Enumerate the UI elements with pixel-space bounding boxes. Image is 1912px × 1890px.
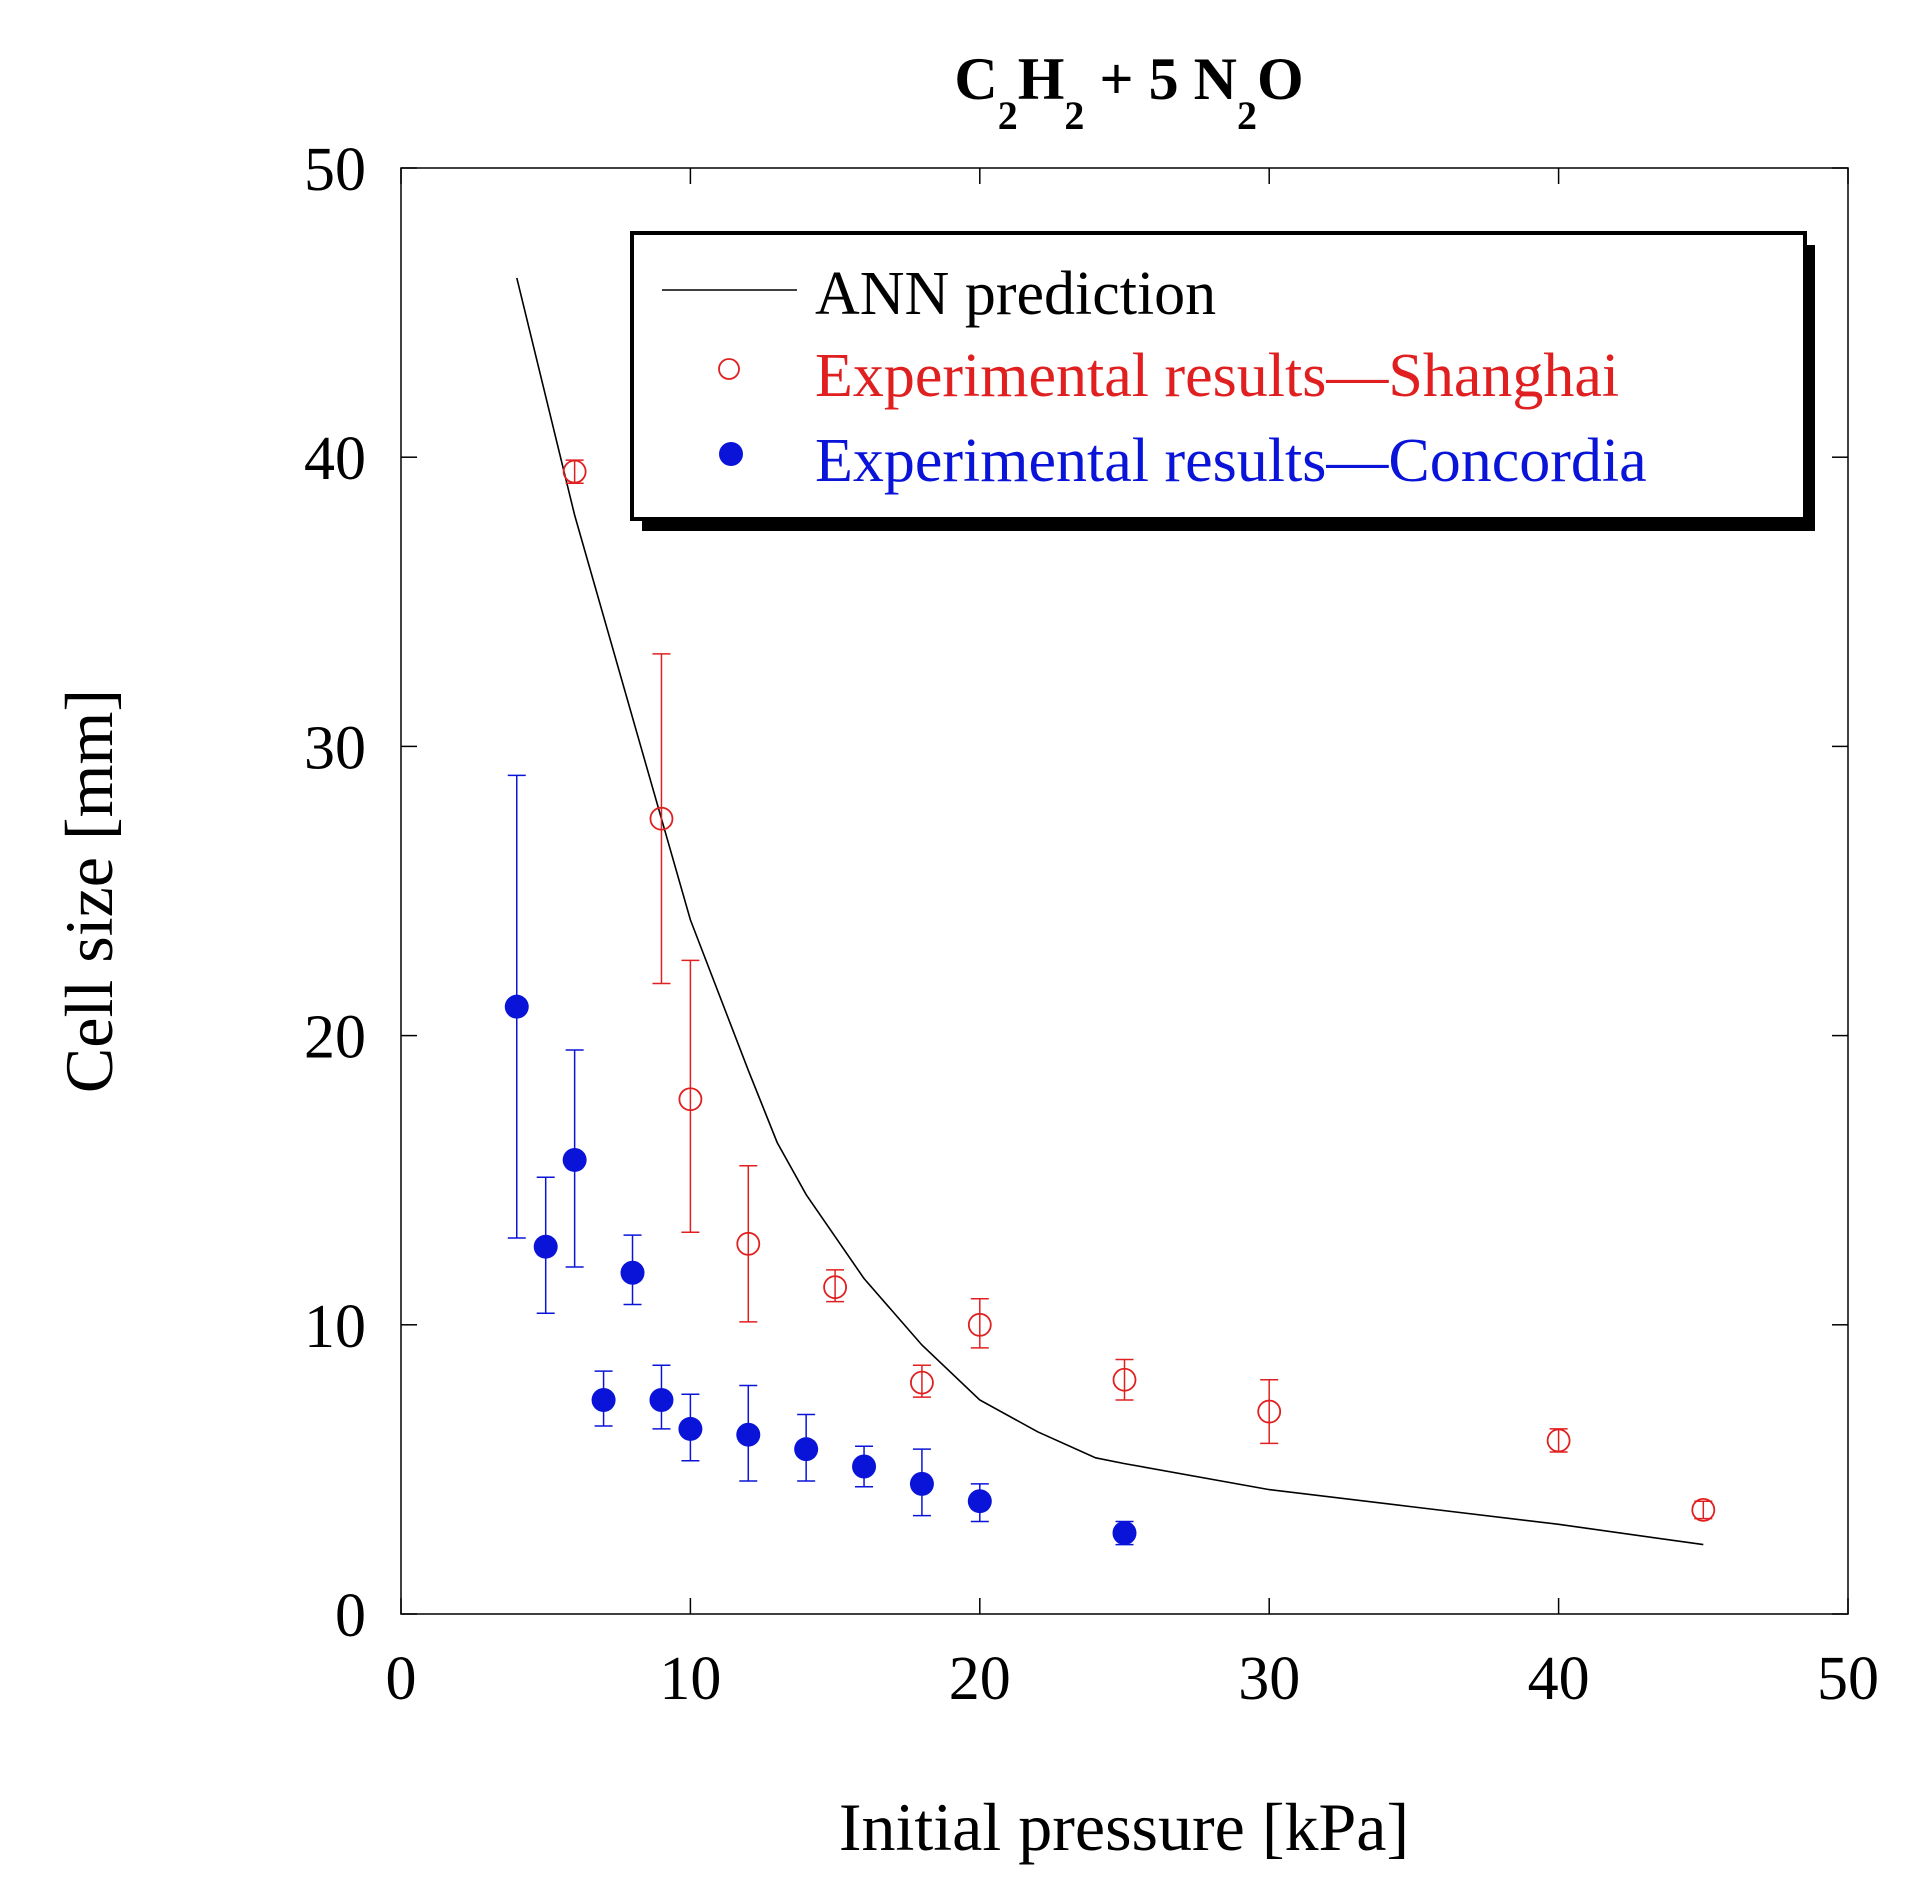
concordia-point [794,1437,819,1462]
title-part: C [954,46,997,112]
x-tick-label: 0 [386,1645,417,1713]
concordia-point [649,1387,674,1412]
shanghai-point [736,1231,761,1256]
y-tick-label: 10 [304,1293,366,1361]
shanghai-point [649,806,674,831]
y-tick-label: 50 [304,136,366,204]
concordia-point [620,1260,645,1285]
x-tick-label: 30 [1238,1645,1300,1713]
concordia-point [504,994,529,1019]
title-part: H [1018,46,1065,112]
title-subscript: 2 [998,93,1018,138]
concordia-series [504,774,1137,1546]
concordia-point [1112,1521,1137,1546]
title-part: O [1257,46,1304,112]
legend-ann-label: ANN prediction [815,260,1216,328]
x-tick-label: 10 [659,1645,721,1713]
shanghai-point [823,1275,847,1300]
title-part: + 5 N [1084,46,1237,112]
shanghai-series [562,459,1716,1522]
legend-shanghai-swatch [718,358,740,380]
concordia-point [967,1489,992,1514]
shanghai-point [1112,1367,1137,1392]
x-tick-label: 40 [1528,1645,1590,1713]
concordia-point [562,1147,587,1172]
y-axis-label: Cell size [mm] [51,689,127,1093]
y-tick-label: 40 [304,425,366,493]
y-tick-label: 20 [304,1004,366,1072]
concordia-point [852,1454,877,1479]
ann-prediction-line [516,277,1704,1546]
legend-concordia-swatch [719,442,743,466]
chart-title: C2H2 + 5 N2O [954,46,1303,138]
legend-concordia-label: Experimental results—Concordia [815,427,1647,495]
shanghai-point [678,1087,703,1112]
shanghai-point [1546,1428,1571,1453]
title-subscript: 2 [1064,93,1084,138]
y-tick-label: 0 [335,1582,366,1650]
y-axis: 0 10 20 30 40 50 [304,136,1848,1650]
x-tick-label: 50 [1817,1645,1879,1713]
concordia-point [533,1234,558,1259]
x-axis-label: Initial pressure [kPa] [839,1789,1409,1865]
concordia-point [678,1416,703,1441]
x-tick-label: 20 [949,1645,1011,1713]
ann-series [516,277,1704,1546]
concordia-point [591,1387,616,1412]
x-axis: 0 10 20 30 40 50 [386,168,1879,1713]
shanghai-point [1691,1497,1716,1522]
legend: ANN prediction Experimental results—Shan… [630,231,1815,531]
legend-shanghai-label: Experimental results—Shanghai [815,342,1619,410]
concordia-point [909,1471,934,1496]
title-subscript: 2 [1237,93,1257,138]
shanghai-point [967,1312,992,1337]
y-tick-label: 30 [304,714,366,782]
shanghai-point [1257,1399,1282,1424]
concordia-point [736,1422,761,1447]
legend-box [630,231,1807,521]
shanghai-point [562,459,587,484]
plot-frame [400,167,1849,1615]
shanghai-point [910,1370,934,1395]
